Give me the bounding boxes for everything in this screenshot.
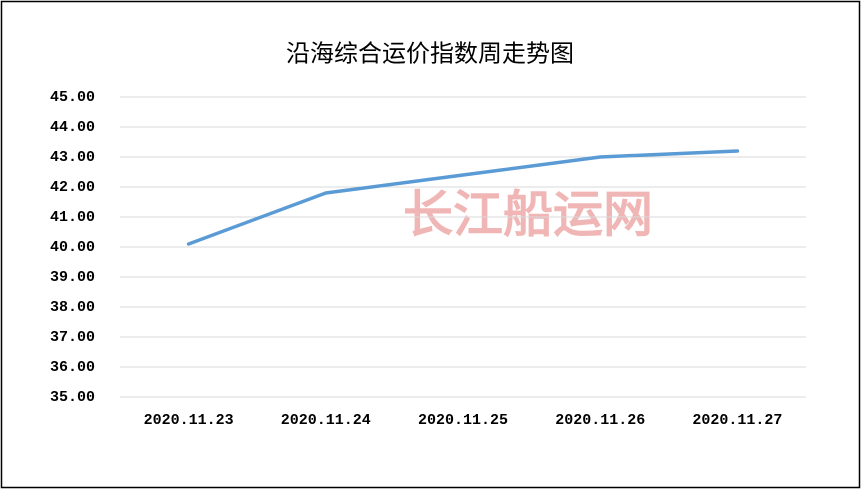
y-tick-label: 37.00 (50, 329, 95, 346)
x-tick-label: 2020.11.26 (555, 412, 645, 429)
y-tick-label: 42.00 (50, 179, 95, 196)
y-tick-label: 45.00 (50, 89, 95, 106)
y-tick-label: 35.00 (50, 389, 95, 406)
y-tick-label: 39.00 (50, 269, 95, 286)
y-tick-label: 36.00 (50, 359, 95, 376)
data-line (186, 149, 740, 246)
watermark: 长江船运网 (403, 186, 653, 242)
y-tick-label: 40.00 (50, 239, 95, 256)
y-tick-label: 43.00 (50, 149, 95, 166)
x-tick-label: 2020.11.24 (281, 412, 371, 429)
x-tick-label: 2020.11.27 (692, 412, 782, 429)
x-tick-label: 2020.11.23 (144, 412, 234, 429)
y-tick-label: 38.00 (50, 299, 95, 316)
chart-title: 沿海综合运价指数周走势图 (286, 41, 574, 68)
y-tick-label: 44.00 (50, 119, 95, 136)
x-tick-label: 2020.11.25 (418, 412, 508, 429)
y-tick-label: 41.00 (50, 209, 95, 226)
